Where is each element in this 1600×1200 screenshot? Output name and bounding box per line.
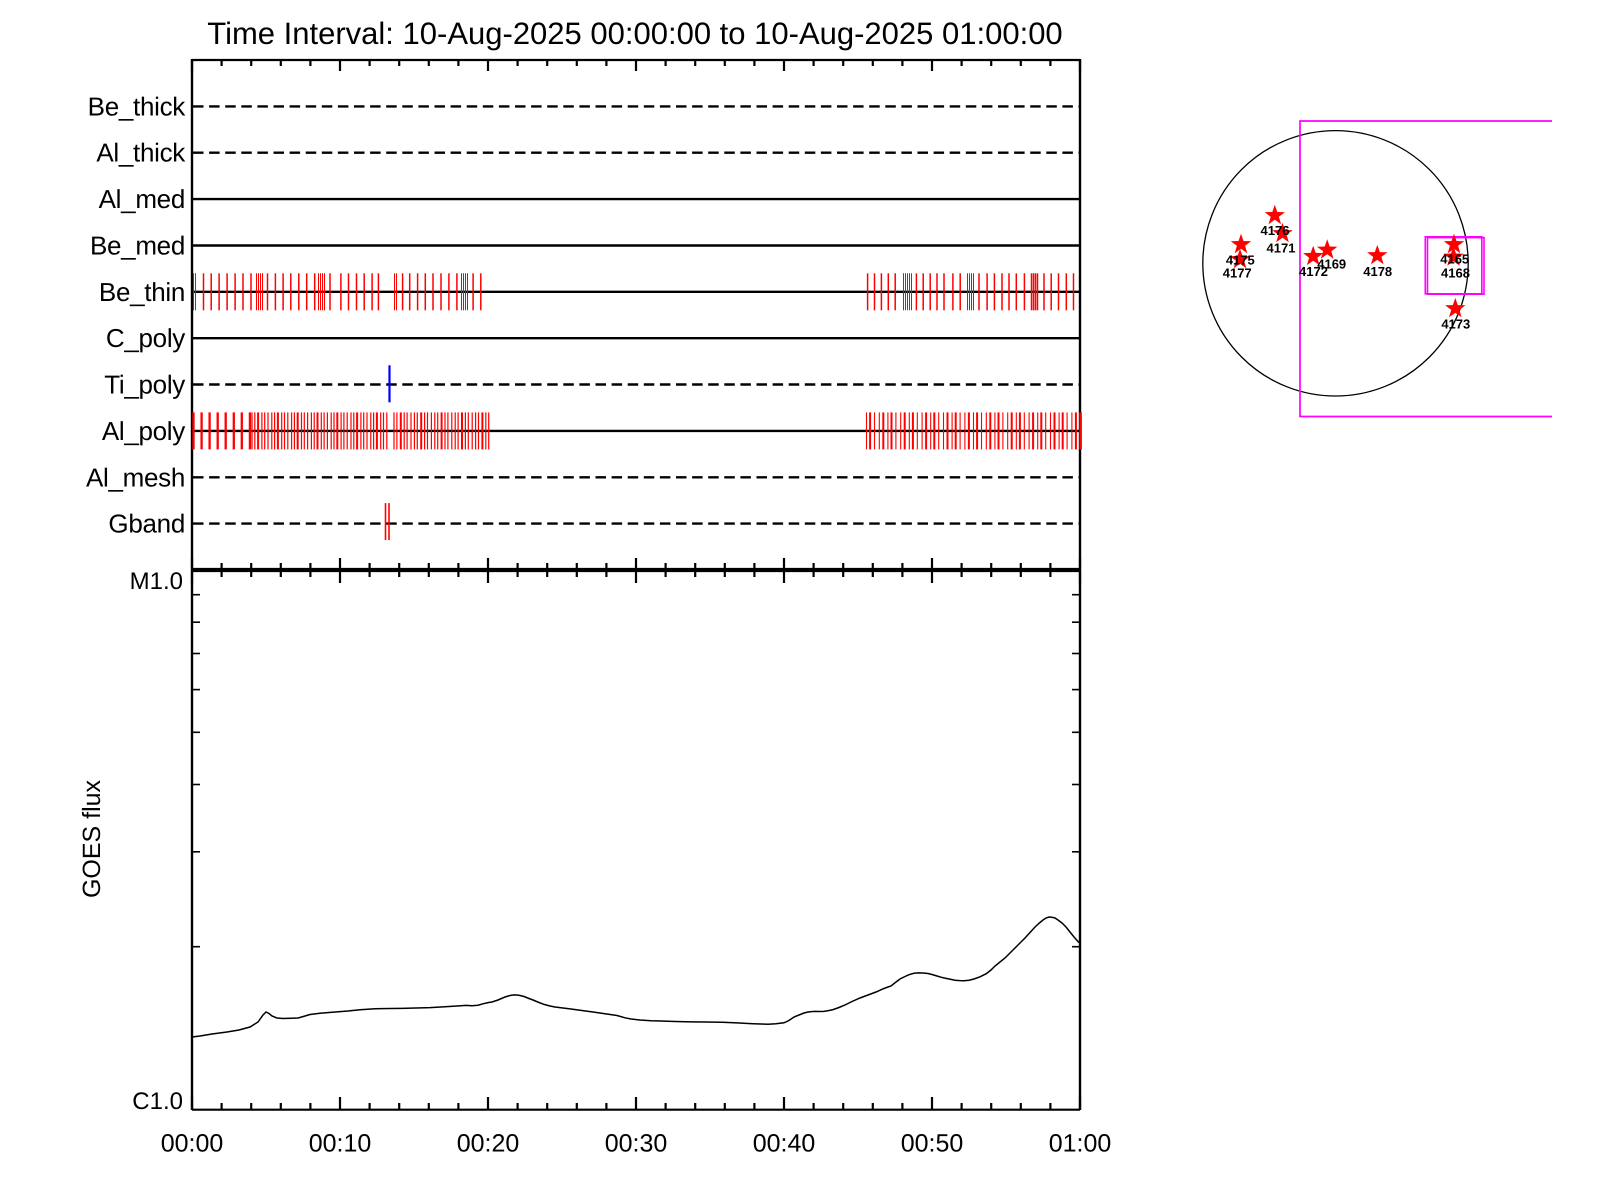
- svg-text:Time Interval: 10-Aug-2025 00:: Time Interval: 10-Aug-2025 00:00:00 to 1…: [207, 16, 1062, 51]
- svg-text:4165: 4165: [1440, 252, 1469, 267]
- svg-text:M1.0: M1.0: [130, 568, 183, 595]
- svg-text:4175: 4175: [1226, 253, 1255, 268]
- svg-text:GOES flux: GOES flux: [78, 779, 106, 898]
- svg-text:01:00: 01:00: [1049, 1130, 1112, 1158]
- svg-text:Al_thick: Al_thick: [96, 138, 186, 168]
- svg-text:Al_poly: Al_poly: [102, 416, 185, 446]
- svg-text:Al_mesh: Al_mesh: [86, 462, 185, 492]
- svg-text:4171: 4171: [1267, 240, 1296, 255]
- svg-text:00:50: 00:50: [901, 1130, 964, 1158]
- svg-text:C_poly: C_poly: [106, 323, 185, 353]
- svg-text:00:10: 00:10: [309, 1130, 372, 1158]
- svg-text:Be_thin: Be_thin: [99, 277, 185, 307]
- svg-text:4177: 4177: [1223, 265, 1252, 280]
- svg-text:Al_med: Al_med: [99, 184, 185, 214]
- svg-text:Be_thick: Be_thick: [88, 91, 187, 121]
- svg-text:00:00: 00:00: [161, 1130, 224, 1158]
- svg-text:C1.0: C1.0: [132, 1088, 183, 1115]
- svg-text:4172: 4172: [1299, 264, 1328, 279]
- svg-text:Gband: Gband: [108, 509, 185, 539]
- svg-text:4173: 4173: [1441, 317, 1470, 332]
- svg-text:00:40: 00:40: [753, 1130, 816, 1158]
- svg-text:4178: 4178: [1363, 264, 1392, 279]
- svg-text:00:30: 00:30: [605, 1130, 668, 1158]
- svg-text:4176: 4176: [1261, 223, 1290, 238]
- svg-text:Be_med: Be_med: [90, 231, 185, 261]
- svg-text:Ti_poly: Ti_poly: [104, 370, 185, 400]
- svg-text:00:20: 00:20: [457, 1130, 520, 1158]
- svg-text:4169: 4169: [1317, 257, 1346, 272]
- svg-text:4168: 4168: [1441, 266, 1470, 281]
